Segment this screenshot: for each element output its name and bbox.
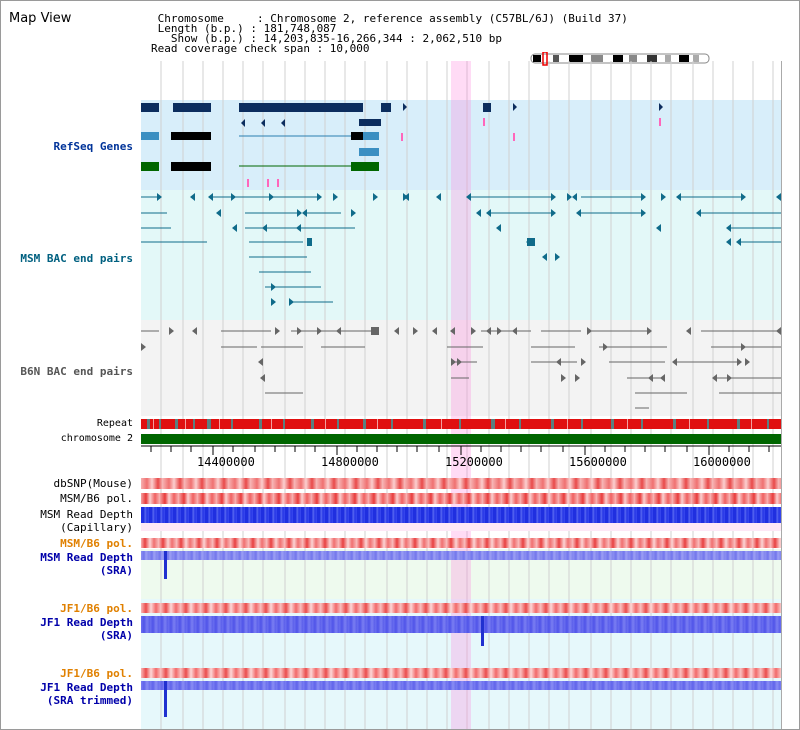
- msm-read-depth-sra-spike: [164, 551, 167, 579]
- ruler-tick-label-3: 15200000: [445, 455, 503, 469]
- b6n-bac-end-pairs-track[interactable]: [141, 320, 781, 416]
- jf1-b6-pol-heat-strip[interactable]: [141, 603, 781, 613]
- msm-b6-pol-sra-heat-strip[interactable]: [141, 538, 781, 548]
- msm-read-depth-sra-bars[interactable]: [141, 551, 781, 560]
- msm-read-depth-sra-label[interactable]: MSM Read Depth (SRA): [40, 551, 133, 577]
- msm-read-depth-capillary-bars[interactable]: [141, 507, 781, 523]
- show-range-info-line: Show (b.p.) : 14,203,835-16,266,344 : 2,…: [151, 32, 502, 45]
- refseq-genes-label[interactable]: RefSeq Genes: [53, 140, 133, 153]
- chromosome-bar[interactable]: [141, 434, 781, 444]
- msm-bac-label[interactable]: MSM BAC end pairs: [20, 252, 133, 265]
- page-title: Map View: [9, 11, 72, 26]
- msm-b6-pol-sra-label[interactable]: MSM/B6 pol.: [60, 537, 133, 550]
- jf1-b6-pol-trimmed-label[interactable]: JF1/B6 pol.: [60, 667, 133, 680]
- repeat-track[interactable]: [141, 419, 781, 429]
- ruler-tick-label-1: 14400000: [197, 455, 255, 469]
- selected-region-highlight: [451, 61, 471, 729]
- jf1-b6-pol-trimmed-heat-strip[interactable]: [141, 668, 781, 678]
- coverage-span-info-line: Read coverage check span : 10,000: [151, 42, 370, 55]
- chromosome-info-line: Chromosome : Chromosome 2, reference ass…: [151, 12, 628, 25]
- chromosome-ideogram[interactable]: [529, 52, 713, 66]
- right-boundary: [781, 61, 782, 729]
- dbsnp-heat-strip[interactable]: [141, 478, 781, 489]
- msm-b6-pol-label[interactable]: MSM/B6 pol.: [60, 492, 133, 505]
- position-ruler: [141, 445, 781, 455]
- length-info-line: Length (b.p.) : 181,748,087: [151, 22, 337, 35]
- ruler-tick-label-2: 14800000: [321, 455, 379, 469]
- msm-read-depth-capillary-label[interactable]: MSM Read Depth (Capillary): [40, 508, 133, 534]
- jf1-read-depth-trimmed-bars[interactable]: [141, 681, 781, 690]
- chromosome-label[interactable]: chromosome 2: [60, 433, 133, 444]
- repeat-label[interactable]: Repeat: [96, 418, 133, 429]
- jf1-read-depth-sra-label[interactable]: JF1 Read Depth (SRA): [40, 616, 133, 642]
- dbsnp-label[interactable]: dbSNP(Mouse): [53, 477, 133, 490]
- msm-bac-track-area: [141, 190, 781, 320]
- refseq-track-area: [141, 100, 781, 190]
- jf1-read-depth-sra-spike: [481, 616, 484, 646]
- ideogram-position-marker: [542, 52, 548, 66]
- jf1-read-depth-sra-bars[interactable]: [141, 616, 781, 633]
- b6n-bac-label[interactable]: B6N BAC end pairs: [20, 365, 133, 378]
- ruler-tick-label-4: 15600000: [569, 455, 627, 469]
- msm-b6-pol-heat-strip[interactable]: [141, 493, 781, 504]
- refseq-genes-track[interactable]: [141, 100, 781, 190]
- jf1-read-depth-trimmed-label[interactable]: JF1 Read Depth (SRA trimmed): [40, 681, 133, 707]
- jf1-b6-pol-label[interactable]: JF1/B6 pol.: [60, 602, 133, 615]
- ruler-tick-label-5: 16000000: [693, 455, 751, 469]
- b6n-bac-track-area: [141, 320, 781, 416]
- jf1-read-depth-trimmed-spike: [164, 681, 167, 717]
- msm-bac-end-pairs-track[interactable]: [141, 190, 781, 320]
